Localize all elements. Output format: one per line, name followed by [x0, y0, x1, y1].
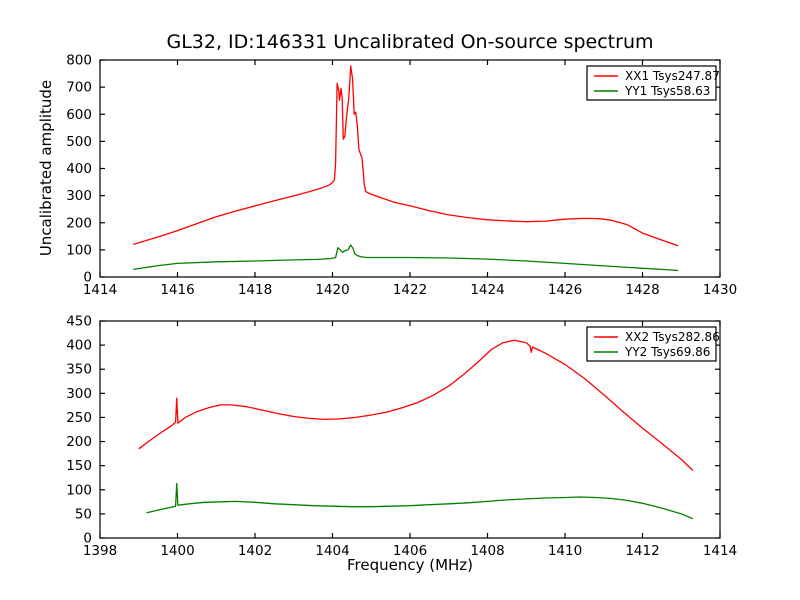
figure-title: GL32, ID:146331 Uncalibrated On-source s…	[166, 31, 654, 53]
y-tick-label: 200	[66, 434, 92, 450]
y-tick-label: 50	[75, 506, 92, 522]
x-tick-label: 1410	[548, 543, 582, 559]
subplot-2: 1398 1400 1402 1404 1406 1408 1410 1412 1414 0 50 1…	[66, 314, 737, 560]
y-tick-label: 400	[66, 161, 92, 177]
legend-label: YY1 Tsys58.63	[624, 84, 710, 98]
x-tick-label: 1404	[315, 543, 349, 559]
yy1-spectrum-line	[133, 244, 679, 272]
y-tick-label: 100	[66, 242, 92, 258]
y-tick-label: 300	[66, 386, 92, 402]
x-tick-label: 1414	[83, 282, 117, 298]
xx1-spectrum-line	[133, 65, 679, 247]
x-tick-label: 1398	[83, 543, 117, 559]
y-tick-label: 300	[66, 188, 92, 204]
y-tick-label: 200	[66, 215, 92, 231]
y-tick-label: 150	[66, 458, 92, 474]
y-tick-label: 350	[66, 362, 92, 378]
y-tick-label: 800	[66, 53, 92, 69]
y-tick-label: 500	[66, 134, 92, 150]
legend-box	[586, 326, 717, 362]
legend-label: XX2 Tsys282.86	[625, 330, 720, 344]
y-tick-label: 450	[66, 314, 92, 330]
x-tick-label: 1426	[548, 282, 582, 298]
x-tick-label: 1400	[160, 543, 194, 559]
x-tick-label: 1424	[470, 282, 504, 298]
x-tick-label: 1406	[393, 543, 427, 559]
legend-box	[586, 65, 717, 101]
x-tick-label: 1418	[238, 282, 272, 298]
y-tick-label: 600	[66, 107, 92, 123]
x-tick-label: 1414	[703, 543, 737, 559]
subplot-1: 1414 1416 1418 1420 1422 1424 1426 1428 1430 0 100…	[66, 53, 737, 299]
legend-label: XX1 Tsys247.87	[625, 69, 720, 83]
x-tick-label: 1402	[238, 543, 272, 559]
x-tick-label: 1422	[393, 282, 427, 298]
y-tick-label: 0	[83, 531, 92, 547]
y-tick-label: 250	[66, 410, 92, 426]
y-tick-label: 400	[66, 338, 92, 354]
x-tick-label: 1430	[703, 282, 737, 298]
legend-label: YY2 Tsys69.86	[624, 345, 710, 359]
x-axis-label: Frequency (MHz)	[346, 556, 474, 574]
yy2-spectrum-line	[146, 482, 694, 520]
x-tick-label: 1416	[160, 282, 194, 298]
xx2-spectrum-line	[138, 339, 694, 471]
y-tick-label: 0	[83, 270, 92, 286]
y-tick-label: 100	[66, 482, 92, 498]
x-tick-label: 1412	[625, 543, 659, 559]
x-tick-label: 1420	[315, 282, 349, 298]
x-tick-label: 1428	[625, 282, 659, 298]
y-tick-label: 700	[66, 80, 92, 96]
x-tick-label: 1408	[470, 543, 504, 559]
